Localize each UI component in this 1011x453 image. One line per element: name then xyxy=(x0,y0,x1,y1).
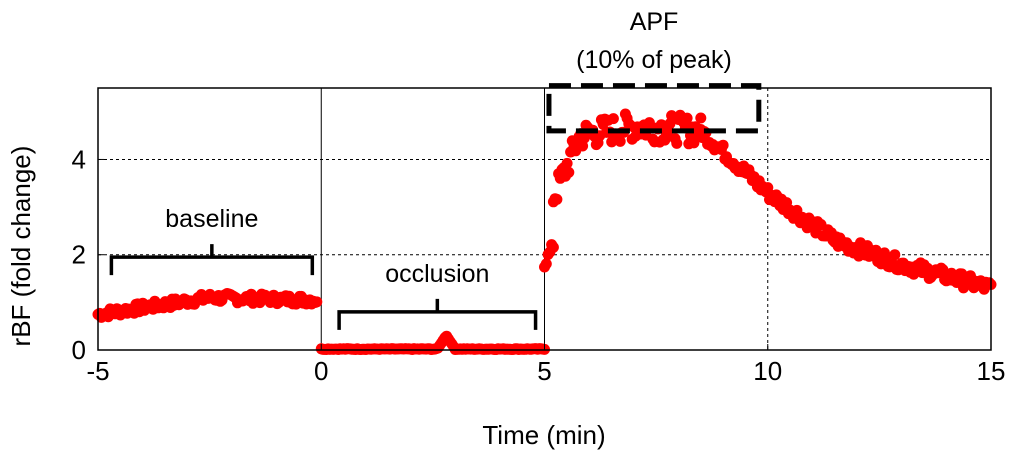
data-point xyxy=(614,135,626,147)
data-point xyxy=(551,193,563,205)
baseline-bracket xyxy=(109,244,315,276)
apf-box xyxy=(546,83,762,134)
data-point xyxy=(695,112,707,124)
x-tick-label: 10 xyxy=(753,356,782,386)
data-point xyxy=(671,137,683,149)
x-tick-label: 15 xyxy=(977,356,1006,386)
occlusion-label: occlusion xyxy=(385,260,489,288)
data-point xyxy=(681,112,693,124)
apf-subtitle: (10% of peak) xyxy=(576,46,732,74)
data-point xyxy=(880,251,892,263)
x-tick-label: 5 xyxy=(537,356,551,386)
occlusion-bracket xyxy=(337,298,538,330)
y-tick-label: 4 xyxy=(72,144,86,174)
x-tick-label: 0 xyxy=(314,356,328,386)
annotations: baseline occlusion APF (10% of peak) xyxy=(109,8,762,330)
x-tick-label: -5 xyxy=(86,356,109,386)
data-point xyxy=(607,113,619,125)
y-tick-label: 2 xyxy=(72,240,86,270)
data-point xyxy=(540,258,552,270)
y-axis-title: rBF (fold change) xyxy=(6,146,36,347)
data-point xyxy=(311,296,323,308)
baseline-label: baseline xyxy=(165,205,258,233)
data-point xyxy=(563,166,575,178)
data-point xyxy=(547,241,559,253)
data-point xyxy=(561,157,573,169)
x-axis-title: Time (min) xyxy=(482,420,605,450)
data-points xyxy=(92,108,997,355)
data-point xyxy=(717,139,729,151)
apf-title: APF xyxy=(630,8,679,36)
data-point xyxy=(889,249,901,261)
y-tick-label: 0 xyxy=(72,335,86,365)
